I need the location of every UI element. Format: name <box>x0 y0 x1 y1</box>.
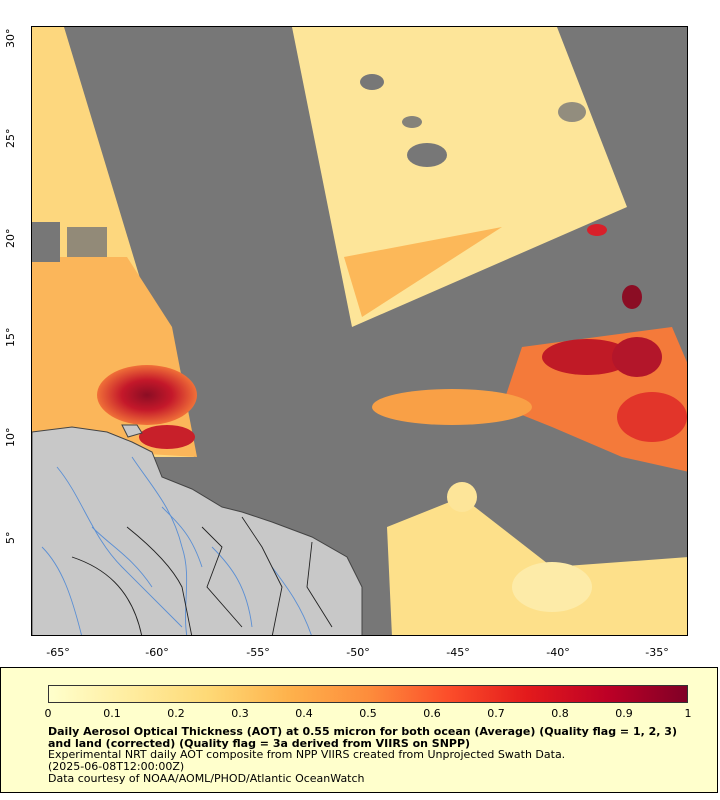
dust-band <box>372 389 532 425</box>
colorbar-tick-0: 0 <box>44 707 52 720</box>
x-tick-minus45: -45° <box>446 646 470 659</box>
legend-title: Daily Aerosol Optical Thickness (AOT) at… <box>48 725 677 750</box>
colorbar-tick-0.1: 0.1 <box>103 707 121 720</box>
x-tick-minus40: -40° <box>546 646 570 659</box>
y-tick-10: 10° <box>4 427 17 448</box>
y-tick-30: 30° <box>4 28 17 49</box>
colorbar-tick-1: 1 <box>684 707 692 720</box>
x-tick-minus55: -55° <box>246 646 270 659</box>
x-tick-minus35: -35° <box>645 646 669 659</box>
aot-map <box>32 27 687 635</box>
legend-date: (2025-06-08T12:00:00Z) <box>48 760 185 773</box>
x-tick-minus60: -60° <box>145 646 169 659</box>
x-tick-minus50: -50° <box>346 646 370 659</box>
rivers <box>41 456 312 635</box>
colorbar-tick-0.3: 0.3 <box>231 707 249 720</box>
y-tick-25: 25° <box>4 128 17 149</box>
legend-description: Experimental NRT daily AOT composite fro… <box>48 748 566 761</box>
colorbar-tick-0.6: 0.6 <box>423 707 441 720</box>
map-area[interactable] <box>31 26 688 636</box>
colorbar-tick-0.8: 0.8 <box>551 707 569 720</box>
smoke-plume-left <box>97 365 197 425</box>
colorbar-tick-0.2: 0.2 <box>167 707 185 720</box>
land-island <box>121 424 143 438</box>
colorbar-tick-0.7: 0.7 <box>487 707 505 720</box>
colorbar-tick-0.9: 0.9 <box>615 707 633 720</box>
country-borders <box>71 516 333 635</box>
legend-credit: Data courtesy of NOAA/AOML/PHOD/Atlantic… <box>48 772 365 785</box>
y-tick-20: 20° <box>4 228 17 249</box>
x-tick-minus65: -65° <box>46 646 70 659</box>
y-tick-5: 5° <box>4 531 17 545</box>
y-tick-15: 15° <box>4 327 17 348</box>
colorbar-tick-0.4: 0.4 <box>295 707 313 720</box>
colorbar <box>48 685 688 703</box>
colorbar-tick-0.5: 0.5 <box>359 707 377 720</box>
